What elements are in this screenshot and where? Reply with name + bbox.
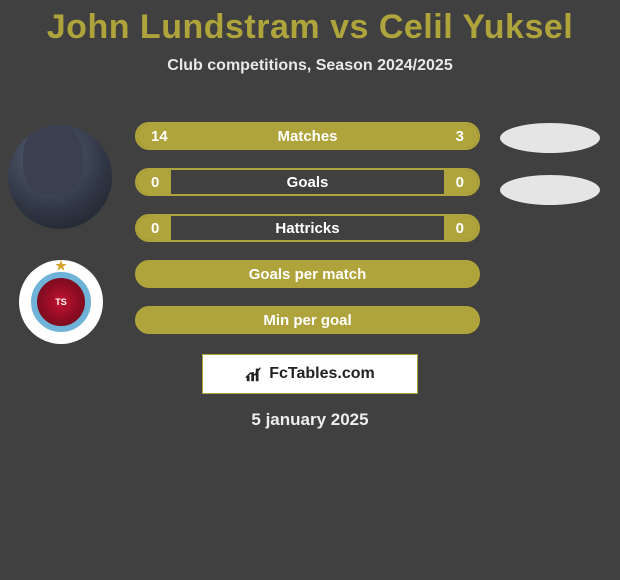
stat-label: Matches (137, 124, 478, 148)
date-label: 5 january 2025 (0, 410, 620, 430)
vs-label: vs (330, 8, 369, 46)
comparison-title: John Lundstram vs Celil Yuksel (0, 0, 620, 47)
stat-label: Goals (137, 170, 478, 194)
stats-bars: 143Matches 00Goals 00Hattricks Goals per ma… (135, 122, 480, 352)
club-badge: TS (31, 272, 91, 332)
player2-name: Celil Yuksel (379, 8, 573, 46)
stat-bar: 00Hattricks (135, 214, 480, 242)
stat-bar: 143Matches (135, 122, 480, 150)
stat-label: Min per goal (263, 312, 351, 329)
brand-box[interactable]: FcTables.com (202, 354, 418, 394)
player1-name: John Lundstram (47, 8, 320, 46)
stat-bar: 00Goals (135, 168, 480, 196)
stat-label: Hattricks (137, 216, 478, 240)
subtitle: Club competitions, Season 2024/2025 (0, 57, 620, 75)
stat-bar-full: Min per goal (135, 306, 480, 334)
stat-label: Goals per match (249, 266, 367, 283)
player1-avatar (8, 125, 112, 229)
bar-chart-icon (245, 365, 263, 383)
stat-bar-full: Goals per match (135, 260, 480, 288)
club-logo: TS (19, 260, 103, 344)
player2-avatar-placeholder-1 (500, 123, 600, 153)
player2-avatar-placeholder-2 (500, 175, 600, 205)
brand-text: FcTables.com (269, 365, 375, 383)
club-badge-text: TS (55, 297, 67, 307)
